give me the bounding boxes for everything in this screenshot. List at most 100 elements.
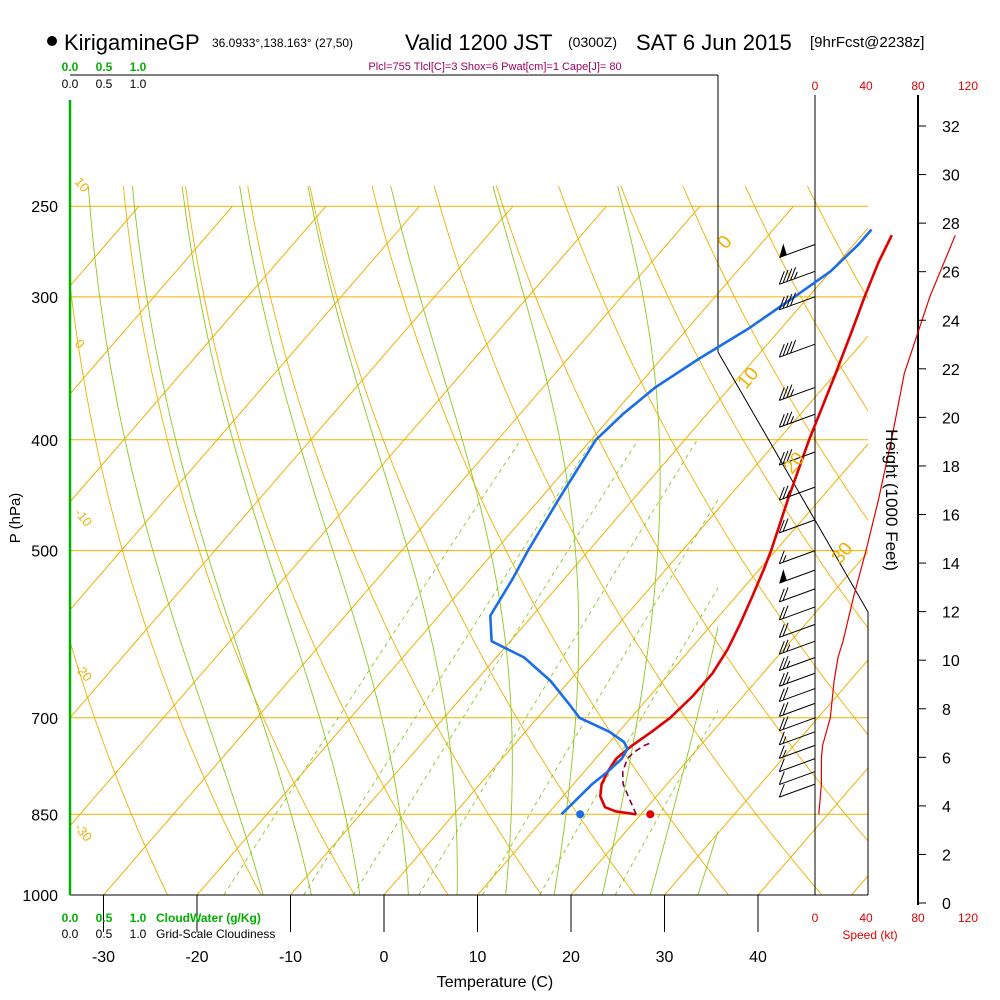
wind-barb-half-feather (786, 660, 791, 668)
mixing-ratio-line (223, 439, 522, 895)
wind-barb-shaft (779, 569, 816, 584)
height-tick-label: 8 (942, 702, 951, 719)
speed-tick-label-top: 120 (958, 79, 978, 93)
wind-barb-feather (778, 519, 785, 534)
wind-barbs (778, 243, 816, 798)
dry-adiabat-line (186, 186, 464, 919)
wind-barb-feather (782, 716, 789, 730)
isotherm-line (70, 205, 327, 503)
x-axis-title: Temperature (C) (437, 974, 553, 991)
y-axis-title: P (hPa) (7, 493, 24, 544)
axes: 100-10-20-300102030250300400500700850100… (22, 60, 978, 966)
height-tick-label: 24 (942, 313, 960, 330)
wind-barb-feather (786, 411, 793, 425)
cloud-water-title: CloudWater (g/Kg) (156, 911, 261, 925)
wind-barb-shaft (779, 343, 816, 358)
isotherm-line (70, 205, 233, 395)
dry-adiabat-line (994, 186, 1000, 919)
height-tick-label: 18 (942, 459, 960, 476)
wind-barb-shaft (779, 386, 816, 401)
isotherm-line (718, 659, 868, 834)
wind-barb-shaft (779, 623, 816, 638)
mixing-ratio-line (614, 709, 718, 895)
pressure-tick-label: 300 (31, 290, 58, 307)
wind-barb-shaft (779, 783, 816, 798)
height-tick-label: 22 (942, 362, 960, 379)
wind-barb-shaft (779, 717, 816, 732)
chart-header: KirigamineGP 36.0933°,138.163° (27,50) V… (47, 30, 924, 73)
wind-barb-shaft (779, 296, 816, 311)
dry-adiabat-line (718, 520, 868, 736)
height-tick-label: 14 (942, 556, 960, 573)
height-tick-label: 26 (942, 265, 960, 282)
wind-barb-feather (778, 758, 785, 772)
station-marker-icon (47, 36, 57, 46)
wind-barb (778, 716, 816, 732)
temperature-tick-label: -10 (279, 949, 302, 966)
height-tick-label: 2 (942, 847, 951, 864)
dry-adiabat-line (495, 185, 718, 645)
wind-barb-half-feather (793, 271, 798, 280)
dry-adiabat-line (248, 186, 559, 919)
temperature-tick-label: -20 (185, 949, 208, 966)
wind-barb-feather (790, 339, 797, 354)
plot-frame (68, 74, 919, 905)
valid-date: SAT 6 Jun 2015 (636, 30, 792, 55)
moist-adiabat-line (87, 185, 264, 895)
surface-temperature-marker (646, 810, 655, 819)
moist-adiabat-line (697, 829, 718, 895)
mixing-ratio-line (481, 498, 718, 895)
cloudiness-scale-bottom: 0.0 (62, 927, 79, 941)
wind-barb-feather (782, 605, 789, 619)
dry-adiabat-line (70, 639, 169, 895)
wind-barb-feather (778, 606, 785, 621)
moist-adiabat-line (131, 185, 312, 895)
wind-barb-half-feather (782, 749, 787, 758)
wind-barb (778, 292, 816, 311)
wind-barb-feather (778, 771, 785, 785)
isotherm-line (383, 508, 718, 895)
moist-adiabat-line (390, 185, 513, 895)
wind-barb-half-feather (782, 555, 787, 563)
wind-barb-flag (779, 569, 787, 584)
mixing-ratio-label: 3 (354, 902, 371, 916)
dry-adiabat-label: 0 (714, 232, 737, 254)
mixing-ratio-line (418, 439, 698, 895)
sounding-indices: Plcl=755 Tlcl[C]=3 Shox=6 Pwat[cm]=1 Cap… (368, 61, 621, 73)
moist-adiabat-line (307, 185, 458, 895)
right-panel-grid (186, 185, 1000, 919)
wind-barb-shaft (779, 413, 816, 428)
dry-adiabat-line (185, 185, 449, 895)
wind-barb-feather (778, 673, 785, 687)
wind-barb-feather (778, 486, 785, 501)
wind-barb (778, 587, 816, 603)
dry-adiabat-label: 30 (828, 539, 858, 569)
height-tick-label: 10 (942, 653, 960, 670)
wind-barb (778, 518, 816, 534)
wind-barb (778, 485, 816, 501)
wind-barb-feather (790, 292, 797, 306)
wind-barb-shaft (779, 451, 816, 466)
wind-barb-feather (778, 414, 785, 428)
moist-adiabat-line (239, 185, 409, 895)
wind-barb (778, 687, 816, 703)
wind-barb-feather (782, 687, 789, 701)
station-name: KirigamineGP (64, 30, 200, 55)
wind-speed-line (818, 234, 956, 815)
wind-barb-feather (782, 485, 789, 499)
mixing-ratio-label: 20 (614, 895, 634, 915)
cloud-water-scale-bottom: 0.5 (96, 911, 113, 925)
temperature-tick-label: 0 (380, 949, 389, 966)
isotherm-line (757, 767, 868, 895)
speed-tick-label-bottom: 80 (911, 911, 925, 925)
wind-barb-shaft (779, 731, 816, 746)
wind-barb (778, 783, 816, 798)
wind-barb (778, 449, 816, 466)
dry-adiabat-line (718, 262, 868, 521)
wind-barb-feather (782, 385, 789, 400)
mixing-ratio-label: 5 (418, 902, 435, 916)
dry-adiabat-line (309, 185, 636, 895)
wind-barb-half-feather (786, 676, 791, 684)
wind-barb-shaft (779, 270, 816, 285)
